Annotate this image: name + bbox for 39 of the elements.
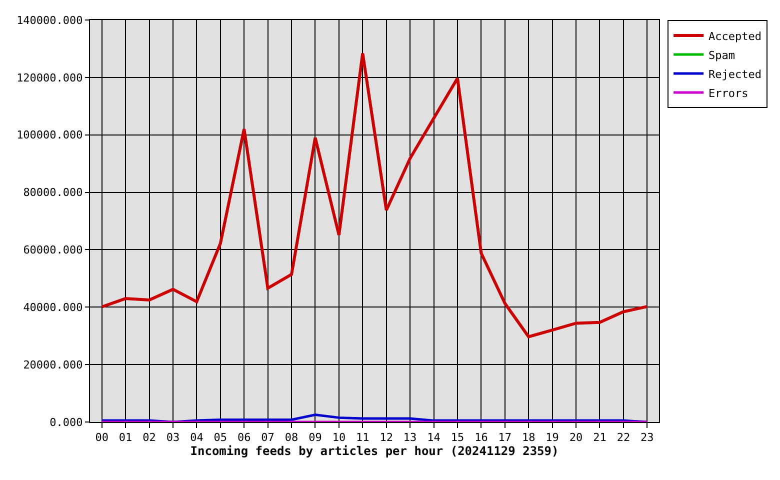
legend-label: Accepted: [708, 30, 762, 43]
y-tick-label: 80000.000: [23, 186, 83, 200]
x-tick-label: 01: [118, 431, 132, 444]
x-tick-label: 11: [356, 431, 370, 444]
y-tick-label: 0.000: [50, 416, 83, 429]
x-tick-label: 19: [546, 431, 559, 444]
line-series: [100, 414, 648, 422]
y-tick-label: 140000.000: [16, 14, 83, 27]
x-tick-label: 21: [593, 431, 606, 444]
x-tick-label: 15: [450, 431, 464, 444]
line-series: [100, 52, 649, 338]
x-tick-label: 02: [142, 431, 156, 444]
x-tick-label: 00: [95, 431, 108, 444]
y-tick-label: 120000.000: [16, 71, 83, 84]
legend-label: Spam: [708, 48, 736, 62]
x-axis-title: Incoming feeds by articles per hour (20241129 2359): [190, 444, 559, 458]
x-tick-label: 13: [403, 431, 417, 444]
x-tick-label: 16: [474, 431, 488, 444]
x-tick-label: 04: [190, 431, 204, 444]
x-tick-label: 05: [214, 431, 228, 444]
x-tick-label: 20: [569, 431, 583, 444]
x-tick-label: 12: [380, 431, 393, 444]
x-tick-label: 06: [237, 431, 251, 444]
y-tick-label: 100000.000: [16, 128, 83, 142]
legend-label: Rejected: [708, 68, 762, 81]
y-tick-label: 20000.000: [23, 358, 83, 372]
x-tick-label: 03: [166, 431, 180, 444]
x-tick-label: 10: [332, 431, 346, 444]
x-tick-label: 14: [427, 431, 441, 444]
x-tick-label: 18: [522, 431, 536, 444]
x-tick-label: 09: [308, 431, 322, 444]
x-tick-label: 23: [640, 431, 654, 444]
y-tick-label: 40000.000: [23, 300, 83, 314]
x-tick-label: 22: [616, 431, 630, 444]
legend-label: Errors: [708, 86, 748, 100]
y-tick-label: 60000.000: [23, 244, 83, 257]
x-tick-label: 08: [284, 431, 298, 444]
x-tick-label: 17: [498, 431, 512, 444]
x-tick-label: 07: [261, 431, 274, 444]
